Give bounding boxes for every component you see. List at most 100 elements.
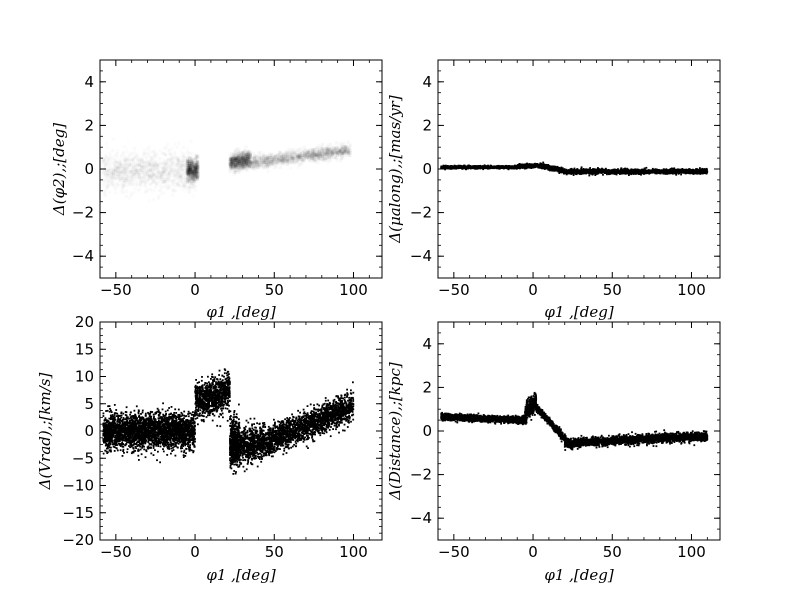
density-cell	[190, 170, 194, 174]
density-cell	[187, 178, 191, 182]
density-cell	[194, 189, 197, 192]
density-cell	[187, 167, 192, 171]
density-cell	[260, 161, 263, 164]
density-cell	[189, 156, 193, 160]
density-cell	[236, 153, 240, 158]
density-cell	[144, 189, 147, 192]
density-cell	[242, 151, 246, 155]
density-cell	[195, 167, 199, 171]
density-cell	[235, 153, 239, 157]
density-cell	[193, 171, 198, 176]
density-cell	[190, 162, 194, 166]
density-cell	[189, 168, 193, 172]
density-cell	[246, 150, 250, 155]
density-cell	[235, 157, 239, 161]
density-cell	[116, 149, 119, 152]
density-cell	[349, 143, 352, 146]
density-cell	[248, 162, 253, 166]
density-cell	[189, 166, 193, 170]
density-cell	[190, 182, 193, 185]
density-cell	[108, 162, 111, 165]
density-cell	[125, 190, 128, 193]
density-cell	[176, 172, 179, 175]
density-cell	[147, 153, 150, 156]
density-cell	[129, 170, 132, 173]
density-cell	[194, 174, 198, 178]
density-cell	[232, 157, 236, 161]
density-cell	[194, 162, 198, 166]
density-cell	[150, 190, 153, 193]
density-cell	[230, 161, 233, 164]
density-cell	[234, 149, 237, 152]
x-tick-label: 50	[265, 281, 284, 299]
density-cell	[320, 147, 323, 150]
density-cell	[236, 161, 240, 165]
density-cell	[186, 151, 189, 154]
density-cell	[192, 185, 195, 188]
density-cell	[240, 154, 244, 158]
density-cell	[326, 160, 329, 163]
density-cell	[236, 163, 240, 167]
density-cell	[345, 152, 348, 155]
density-cell	[193, 169, 197, 173]
density-cell	[174, 165, 177, 168]
density-cell	[231, 162, 235, 166]
density-cell	[248, 159, 252, 163]
density-cell	[247, 158, 251, 162]
density-cell	[185, 163, 190, 168]
density-cell	[192, 194, 195, 197]
density-cell	[232, 165, 236, 169]
density-cell	[160, 189, 163, 192]
density-cell	[191, 173, 195, 177]
density-cell	[229, 159, 233, 163]
density-cell	[144, 178, 147, 181]
density-cell	[186, 161, 190, 165]
density-cell	[329, 147, 332, 150]
density-cell	[190, 140, 193, 143]
density-cell	[188, 177, 192, 181]
density-cell	[196, 174, 200, 178]
density-cell	[195, 167, 199, 171]
density-cell	[186, 169, 190, 173]
density-cell	[231, 165, 234, 168]
density-cell	[263, 157, 266, 160]
density-cell	[246, 153, 250, 157]
density-cell	[173, 185, 176, 188]
density-cell	[237, 159, 241, 163]
density-cell	[168, 157, 171, 160]
density-cell	[133, 186, 136, 189]
density-cell	[231, 160, 235, 164]
density-cell	[236, 158, 240, 162]
density-cell	[230, 160, 234, 164]
density-cell	[193, 162, 197, 166]
density-cell	[189, 185, 193, 189]
density-cell	[303, 159, 306, 162]
density-cell	[283, 162, 286, 165]
density-cell	[159, 185, 162, 188]
density-cell	[130, 194, 133, 197]
density-cell	[162, 181, 165, 184]
density-cell	[172, 154, 175, 157]
density-cell	[128, 152, 131, 155]
density-cell	[186, 167, 190, 171]
density-cell	[188, 166, 192, 170]
density-cell	[194, 172, 198, 176]
density-cell	[112, 164, 115, 167]
density-cell	[196, 164, 200, 168]
density-cell	[188, 166, 192, 170]
density-cell	[168, 149, 171, 152]
density-cell	[241, 159, 245, 163]
density-cell	[246, 157, 250, 161]
density-cell	[321, 142, 324, 145]
density-cell	[186, 164, 190, 168]
density-cell	[196, 160, 200, 164]
density-cell	[173, 143, 176, 146]
density-cell	[190, 175, 195, 179]
density-cell	[241, 156, 245, 160]
density-cell	[189, 164, 193, 168]
density-cell	[242, 161, 246, 165]
density-cell	[191, 167, 195, 171]
density-cell	[194, 170, 199, 174]
density-cell	[193, 168, 197, 172]
